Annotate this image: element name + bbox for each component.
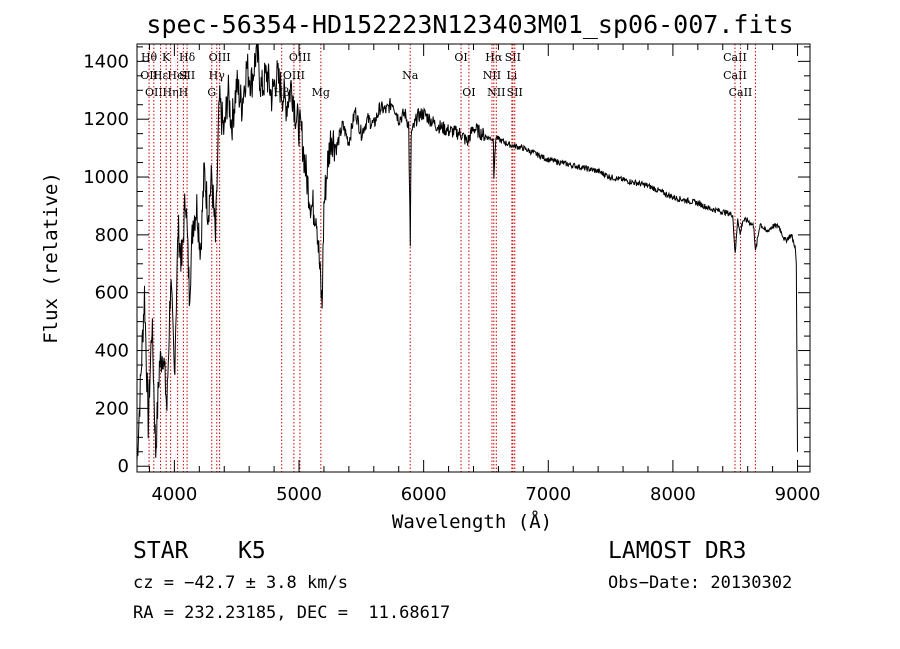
y-tick-label: 0: [118, 456, 129, 477]
line-label: Na: [402, 69, 419, 82]
observation-date: Obs−Date: 20130302: [608, 573, 793, 593]
line-label: Hη: [163, 86, 179, 99]
line-label: K: [162, 51, 171, 64]
line-label: OI: [454, 51, 467, 64]
spectrum-series: [136, 43, 798, 461]
y-tick-label: 1400: [83, 51, 129, 72]
x-axis-label: Wavelength (Å): [392, 510, 552, 533]
ra-dec: RA = 232.23185, DEC = 11.68617: [133, 603, 451, 623]
y-tick-label: 1000: [83, 167, 129, 188]
line-label: OII: [145, 86, 163, 99]
line-label: OIII: [289, 51, 311, 64]
redshift-cz: cz = −42.7 ± 3.8 km/s: [133, 573, 348, 593]
y-tick-label: 800: [95, 225, 129, 246]
y-tick-label: 1200: [83, 109, 129, 130]
line-label: NII: [483, 69, 501, 82]
line-label: SII: [505, 51, 521, 64]
line-label: SII: [507, 86, 523, 99]
line-label: OI: [462, 86, 475, 99]
spectrum-chart: spec-56354-HD152223N123403M01_sp06-007.f…: [40, 10, 820, 533]
line-label: Hγ: [209, 69, 226, 82]
line-label: CaII: [723, 69, 747, 82]
line-label: Hβ: [274, 86, 290, 99]
chart-title: spec-56354-HD152223N123403M01_sp06-007.f…: [146, 10, 793, 39]
x-tick-label: 5000: [276, 484, 322, 505]
line-label: Hε: [153, 69, 169, 82]
x-tick-label: 6000: [401, 484, 447, 505]
y-axis-label: Flux (relative): [40, 172, 62, 344]
object-subclass: K5: [238, 538, 266, 564]
line-label: CaII: [723, 51, 747, 64]
line-label: Li: [506, 69, 517, 82]
line-label: NII: [487, 86, 505, 99]
spectrum-line: [136, 43, 798, 461]
x-tick-label: 4000: [151, 484, 197, 505]
x-tick-label: 9000: [775, 484, 821, 505]
line-label: Hα: [485, 51, 503, 64]
line-label: HeI: [167, 69, 187, 82]
line-label: Mg: [312, 86, 330, 99]
plot-frame: [136, 43, 811, 473]
line-label: OIII: [209, 51, 231, 64]
line-label: CaII: [729, 86, 753, 99]
axis-ticks: 4000 5000 6000 7000 8000 9000 0 200 400 600 800 100…: [83, 44, 820, 505]
x-tick-label: 7000: [525, 484, 571, 505]
line-label: Hθ: [141, 51, 158, 64]
line-label: SII: [179, 69, 195, 82]
line-label: OIII: [283, 69, 305, 82]
line-label: G: [207, 86, 216, 99]
y-tick-label: 600: [95, 283, 129, 304]
line-label: H: [179, 86, 189, 99]
x-tick-label: 8000: [650, 484, 696, 505]
y-tick-label: 400: [95, 341, 129, 362]
object-class: STAR: [133, 538, 189, 564]
y-tick-label: 200: [95, 398, 129, 419]
line-label: Hδ: [179, 51, 196, 64]
survey-name: LAMOST DR3: [608, 538, 747, 564]
